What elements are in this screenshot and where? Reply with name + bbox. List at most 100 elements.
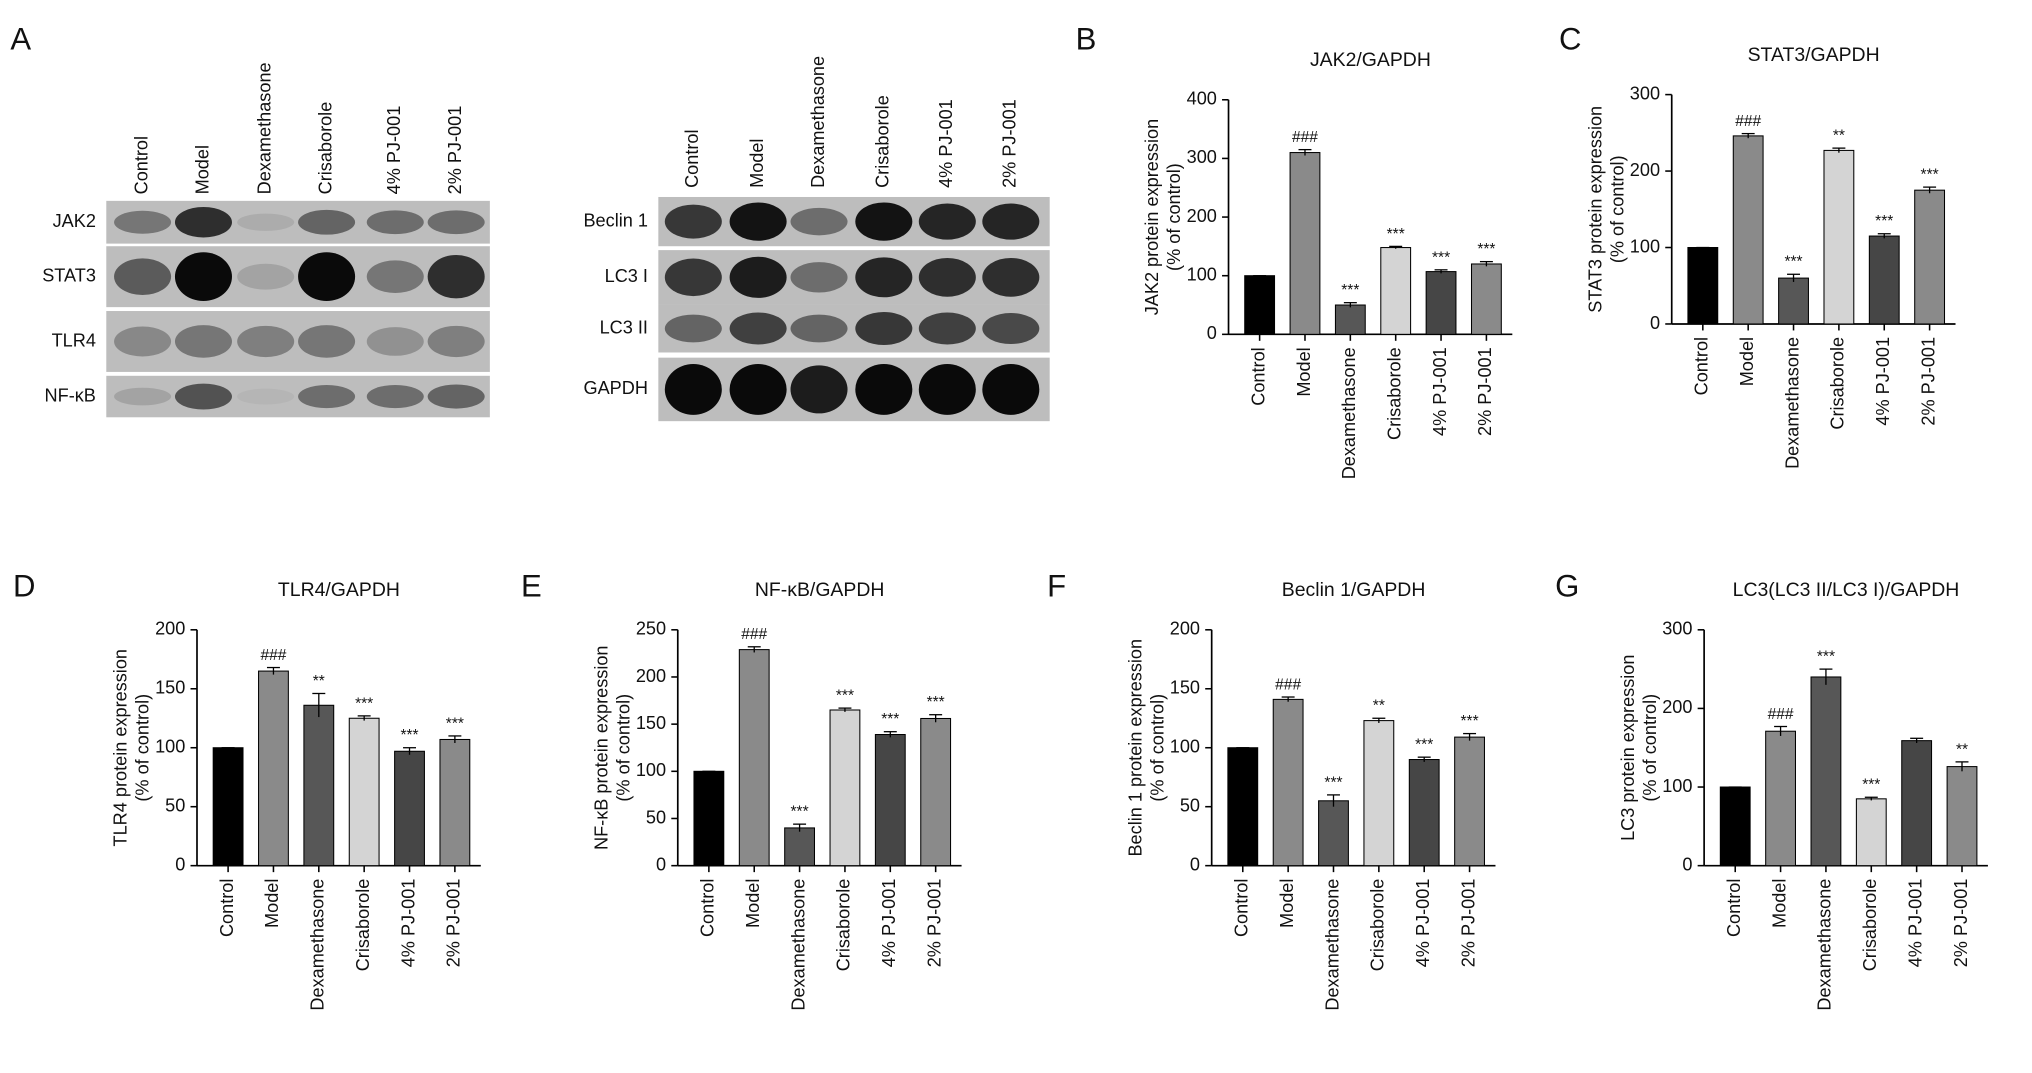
bar (348, 717, 380, 867)
blot-band (114, 258, 172, 296)
x-tick-label: 4% PJ-001 (1905, 879, 1925, 968)
y-axis-label: Beclin 1 protein expression (1125, 639, 1145, 857)
blot-band (918, 312, 976, 345)
panel-letter: D (13, 569, 35, 604)
y-tick-label: 0 (1190, 854, 1200, 874)
significance-label: ### (1768, 706, 1794, 723)
y-tick-label: 100 (1170, 737, 1200, 757)
y-tick-label: 0 (1682, 854, 1692, 874)
x-tick-label: Dexamethasone (1322, 879, 1342, 1011)
y-tick-label: 300 (1662, 619, 1692, 639)
significance-label: *** (836, 688, 854, 705)
blot-band (237, 388, 295, 405)
significance-label: *** (1477, 241, 1495, 258)
x-tick-label: Control (1248, 347, 1268, 405)
blot-band (366, 384, 424, 409)
x-tick-label: Control (1232, 879, 1252, 937)
x-tick-label: 2% PJ-001 (444, 879, 464, 968)
blot-lane-label: Crisaborole (873, 95, 893, 188)
significance-label: ** (1956, 741, 1968, 758)
chart-title: Beclin 1/GAPDH (1282, 579, 1426, 601)
significance-label: *** (1415, 737, 1433, 754)
significance-label: *** (1341, 282, 1359, 299)
blot-band (237, 213, 295, 231)
blot-band (237, 263, 295, 290)
significance-label: *** (1817, 649, 1835, 666)
y-tick-label: 0 (175, 854, 185, 874)
x-tick-label: Crisaborole (1384, 347, 1404, 440)
significance-label: ### (1275, 676, 1301, 693)
bar (1778, 277, 1809, 325)
y-tick-label: 100 (1187, 264, 1217, 284)
significance-label: ### (741, 626, 767, 643)
bar (1901, 740, 1933, 867)
significance-label: *** (1862, 777, 1880, 794)
blot-band (729, 256, 787, 298)
blot-band (114, 326, 172, 357)
blot-band (790, 262, 848, 293)
x-tick-label: 2% PJ-001 (924, 879, 944, 968)
significance-label: *** (1921, 167, 1939, 184)
bar (829, 709, 861, 867)
significance-label: *** (446, 715, 464, 732)
panel-letter: F (1047, 569, 1066, 604)
significance-label: *** (355, 695, 373, 712)
bar (1914, 189, 1946, 325)
y-tick-label: 400 (1187, 89, 1217, 109)
y-tick-label: 50 (165, 795, 185, 815)
bar (1868, 235, 1900, 325)
blot-band (427, 210, 485, 235)
significance-label: *** (791, 804, 809, 821)
x-tick-label: Model (1737, 337, 1757, 386)
x-tick-label: 4% PJ-001 (879, 879, 899, 968)
blot-lane-label: Crisaborole (315, 102, 335, 195)
significance-label: *** (1784, 254, 1802, 271)
significance-label: *** (1875, 213, 1893, 230)
significance-label: *** (400, 727, 418, 744)
blot-band (918, 364, 976, 415)
blot-band (366, 210, 424, 235)
blot-band (298, 252, 356, 302)
blot-band (664, 314, 722, 343)
significance-label: *** (1460, 713, 1478, 730)
y-tick-label: 150 (155, 678, 185, 698)
bar (1470, 263, 1502, 335)
x-tick-label: 4% PJ-001 (1873, 337, 1893, 426)
x-tick-label: Control (217, 879, 237, 937)
y-axis-label: (% of control) (1164, 163, 1184, 271)
blot-lane-label: 4% PJ-001 (936, 99, 956, 188)
bar (784, 827, 816, 867)
bar (1244, 275, 1276, 335)
significance-label: *** (927, 694, 945, 711)
x-tick-label: Dexamethasone (1815, 879, 1835, 1011)
y-tick-label: 100 (1662, 776, 1692, 796)
bar (303, 704, 335, 867)
bar (1380, 247, 1412, 335)
y-axis-label: (% of control) (1147, 694, 1167, 802)
x-tick-label: Dexamethasone (1339, 347, 1359, 479)
blot-row-label: LC3 I (605, 266, 648, 286)
blot-band (855, 202, 913, 241)
significance-label: ** (313, 673, 325, 690)
blot-band (729, 364, 787, 415)
bar (1687, 246, 1719, 325)
y-tick-label: 0 (1207, 323, 1217, 343)
bar (1318, 800, 1349, 867)
bar (394, 750, 425, 867)
y-tick-label: 150 (636, 713, 666, 733)
x-tick-label: Control (1692, 337, 1712, 395)
y-tick-label: 200 (1662, 697, 1692, 717)
chart-title: LC3(LC3 II/LC3 I)/GAPDH (1733, 579, 1960, 601)
y-tick-label: 0 (656, 854, 666, 874)
blot-band (790, 365, 848, 414)
blot-band (664, 204, 722, 239)
bar (874, 734, 906, 867)
blot-band (298, 325, 356, 358)
panel-letter: A (10, 22, 31, 57)
blot-band (174, 325, 232, 358)
blot-row-label: STAT3 (42, 265, 96, 285)
x-tick-label: 2% PJ-001 (1458, 879, 1478, 968)
blot-row-label: GAPDH (583, 378, 647, 398)
y-tick-label: 150 (1170, 678, 1200, 698)
bar (1272, 698, 1304, 867)
